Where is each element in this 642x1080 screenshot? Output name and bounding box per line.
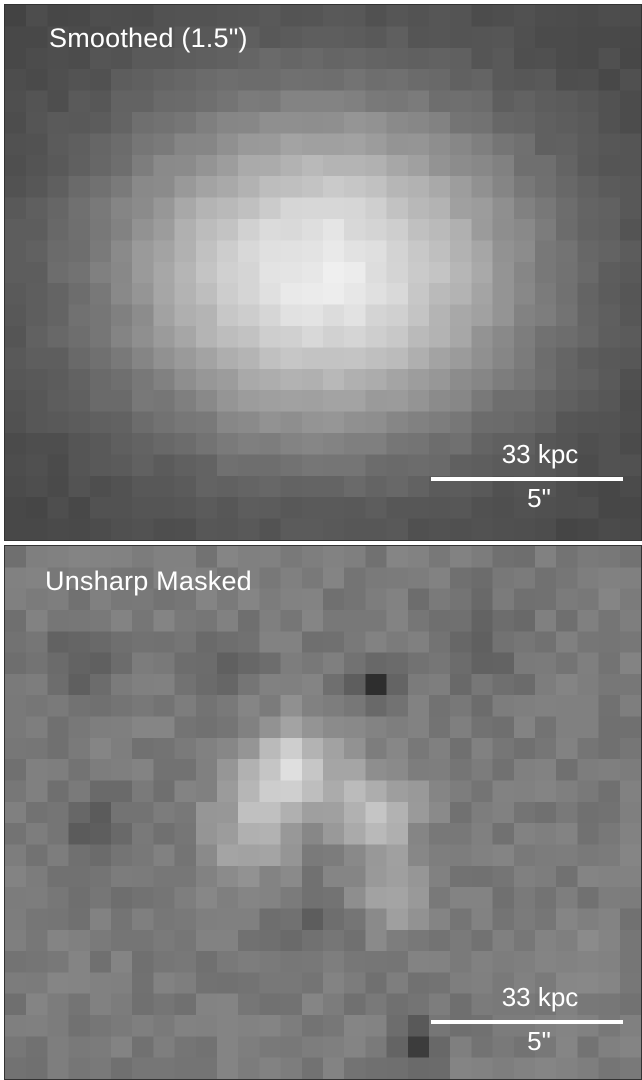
panel-title-unsharp: Unsharp Masked [45, 566, 252, 596]
smoothed-image-panel: Smoothed (1.5") 33 kpc 5" [4, 4, 642, 541]
unsharp-masked-image-panel: Unsharp Masked 33 kpc 5" [4, 545, 642, 1080]
scale-bar-smoothed: 33 kpc 5" [431, 437, 623, 515]
scale-label-kpc: 33 kpc [501, 439, 579, 469]
scale-label-arcsec: 5" [527, 1026, 551, 1056]
unsharp-masked-pixel-image [5, 546, 641, 1079]
smoothed-pixel-image [5, 5, 641, 540]
scale-bar-line [431, 477, 623, 481]
scale-bar-line [431, 1020, 623, 1024]
scale-bar-unsharp: 33 kpc 5" [431, 980, 623, 1058]
scale-label-arcsec: 5" [527, 483, 551, 513]
scale-label-kpc: 33 kpc [501, 982, 579, 1012]
panel-title-smoothed: Smoothed (1.5") [49, 23, 248, 53]
